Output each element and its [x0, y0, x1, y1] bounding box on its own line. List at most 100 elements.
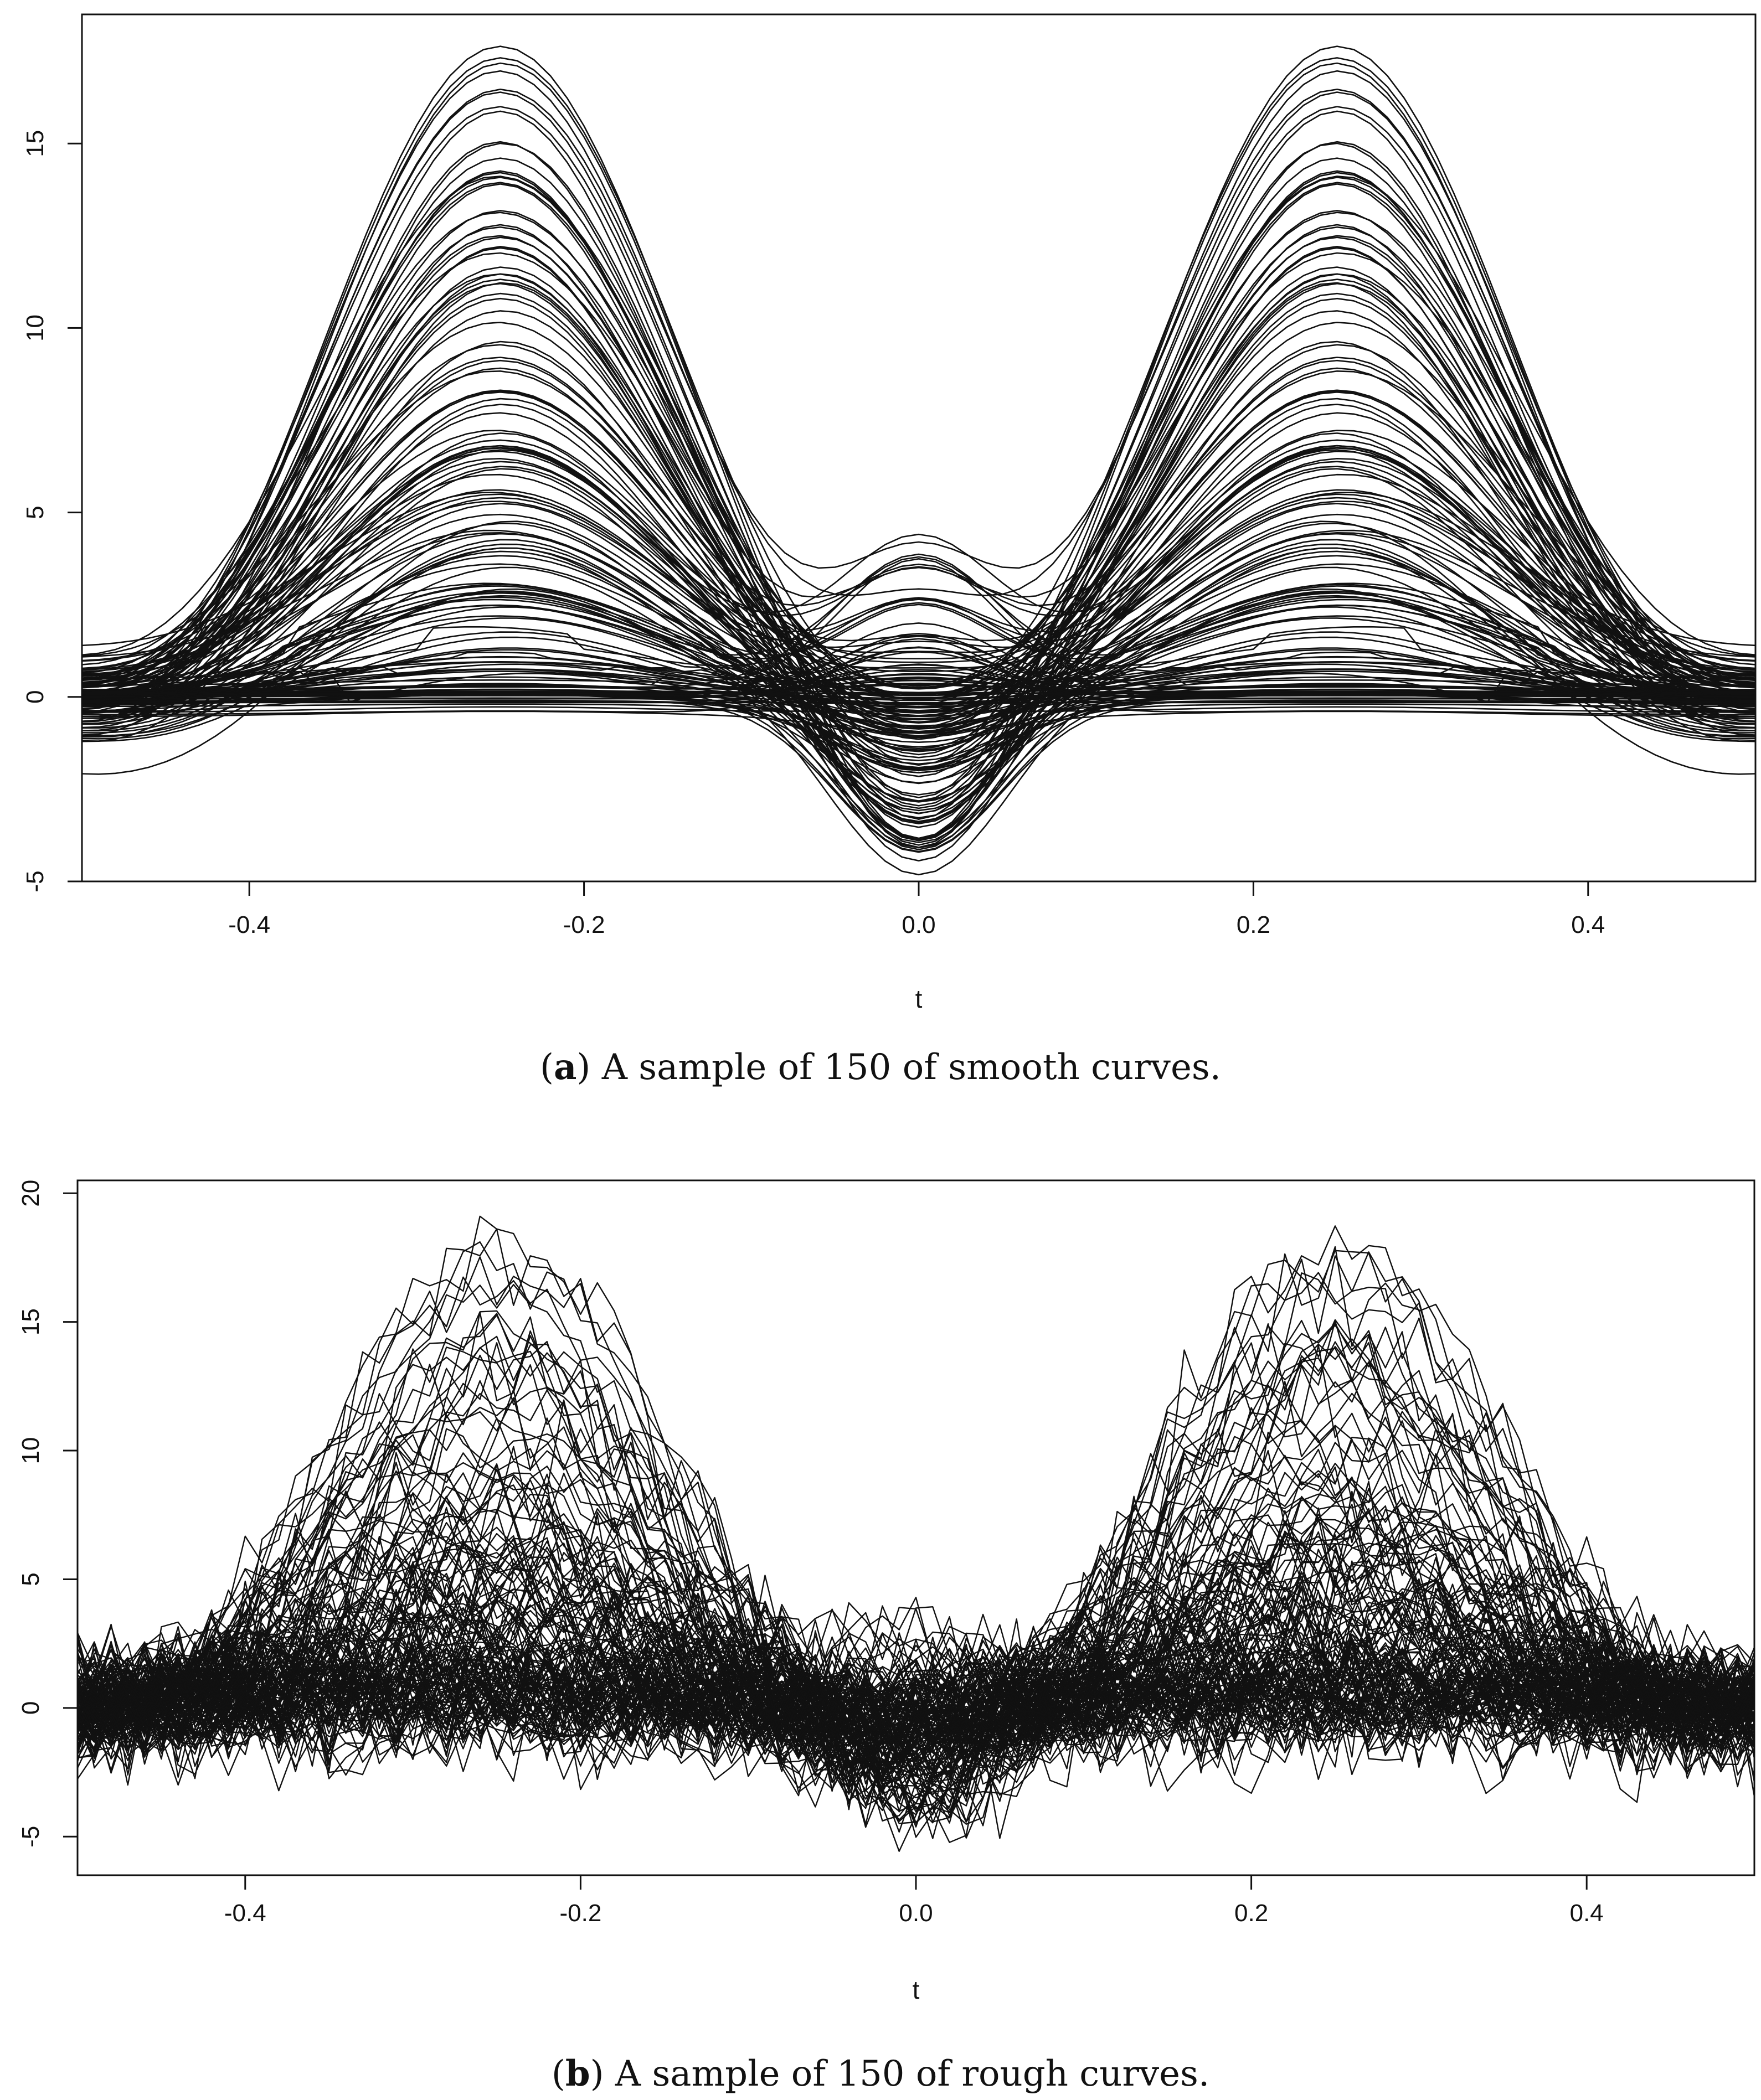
y-tick-label-b-4: 15: [17, 1308, 44, 1335]
x-tick-label-a-1: -0.2: [563, 911, 605, 938]
curve-b-149: [78, 1437, 1754, 1759]
curve-a-36: [82, 110, 1755, 690]
curve-a-142: [82, 649, 1755, 704]
curve-a-145: [82, 693, 1755, 802]
curve-b-139: [78, 1319, 1754, 1813]
curve-a-132: [82, 688, 1755, 765]
y-tick-label-b-3: 10: [17, 1437, 44, 1464]
curve-a-50: [82, 235, 1755, 756]
curve-b-143: [78, 1616, 1754, 1774]
curve-a-11: [82, 668, 1755, 709]
chart-a-svg: -0.4 -0.2 0.0 0.2 0.4 -5 0 5 10 15 t: [22, 13, 1757, 1013]
curves-group-a: [82, 45, 1755, 876]
curve-a-146: [82, 692, 1755, 695]
curve-a-48: [82, 340, 1755, 861]
x-tick-label-a-0: -0.4: [228, 911, 270, 938]
curve-a-39: [82, 615, 1755, 768]
caption-b-letter: b: [565, 2053, 590, 2094]
curve-a-105: [82, 446, 1755, 796]
curve-a-62: [82, 694, 1755, 727]
curve-a-94: [82, 669, 1755, 695]
curve-a-137: [82, 582, 1755, 752]
chart-b-svg: -0.4 -0.2 0.0 0.2 0.4 -5 0 5 10 15 20 t: [17, 1179, 1755, 2004]
y-tick-label-b-2: 5: [17, 1572, 44, 1586]
curve-a-81: [82, 661, 1755, 770]
curve-a-141: [82, 529, 1755, 708]
x-tick-label-b-3: 0.2: [1234, 1900, 1268, 1927]
curve-a-15: [82, 588, 1755, 876]
y-tick-label-b-1: 0: [17, 1701, 44, 1715]
curve-a-138: [82, 432, 1755, 720]
x-tick-label-b-2: 0.0: [899, 1900, 933, 1927]
curve-a-82: [82, 497, 1755, 696]
curve-b-146: [78, 1426, 1754, 1755]
curve-a-109: [82, 697, 1755, 784]
curve-a-8: [82, 590, 1755, 719]
curve-a-14: [82, 45, 1755, 766]
y-tick-label-a-0: -5: [22, 870, 49, 892]
curve-a-53: [82, 236, 1755, 704]
x-axis-label-b: t: [913, 1975, 920, 2004]
curves-group-b: [78, 1215, 1754, 1853]
x-tick-label-a-3: 0.2: [1237, 911, 1270, 938]
curve-b-128: [78, 1645, 1754, 1761]
curve-b-148: [78, 1634, 1754, 1749]
caption-b: (b) A sample of 150 of rough curves.: [551, 2053, 1210, 2094]
curve-a-150: [82, 656, 1755, 698]
curve-b-111: [78, 1241, 1754, 1731]
curve-b-103: [78, 1361, 1754, 1772]
curve-a-91: [82, 445, 1755, 684]
curve-b-13: [78, 1675, 1754, 1825]
curve-a-140: [82, 631, 1755, 704]
caption-a-text: ) A sample of 150 of smooth curves.: [576, 1047, 1222, 1088]
x-axis-label-a: t: [915, 984, 923, 1013]
curve-a-5: [82, 532, 1755, 823]
y-tick-label-a-3: 10: [22, 314, 49, 342]
y-tick-label-a-1: 0: [22, 690, 49, 704]
curve-a-104: [82, 604, 1755, 819]
x-tick-label-a-4: 0.4: [1571, 911, 1605, 938]
curve-b-140: [78, 1568, 1754, 1738]
curve-a-149: [82, 226, 1755, 723]
curve-a-85: [82, 57, 1755, 710]
curve-b-142: [78, 1682, 1754, 1794]
curve-a-44: [82, 503, 1755, 703]
curve-b-145: [78, 1490, 1754, 1743]
curve-a-117: [82, 292, 1755, 709]
curve-b-147: [78, 1619, 1754, 1766]
curve-b-124: [78, 1586, 1754, 1810]
curve-a-89: [82, 176, 1755, 820]
curve-a-124: [82, 449, 1755, 824]
caption-a-letter: a: [553, 1046, 577, 1088]
curve-a-64: [82, 106, 1755, 798]
curve-a-130: [82, 617, 1755, 823]
curve-b-130: [78, 1637, 1754, 1791]
curve-b-135: [78, 1668, 1754, 1786]
curve-a-115: [82, 501, 1755, 671]
curve-a-134: [82, 273, 1755, 841]
curve-a-12: [82, 592, 1755, 698]
curve-a-133: [82, 252, 1755, 687]
curve-a-55: [82, 183, 1755, 807]
curve-a-122: [82, 550, 1755, 751]
curve-a-101: [82, 513, 1755, 850]
chart-panel-b: -0.4 -0.2 0.0 0.2 0.4 -5 0 5 10 15 20 t (b) A sampl…: [0, 1157, 1761, 2100]
curve-a-28: [82, 493, 1755, 759]
curve-a-6: [82, 344, 1755, 683]
curve-a-59: [82, 359, 1755, 697]
curve-a-100: [82, 622, 1755, 698]
curve-a-90: [82, 556, 1755, 694]
curve-a-148: [82, 668, 1755, 761]
chart-panel-a: -0.4 -0.2 0.0 0.2 0.4 -5 0 5 10 15 t (a) A sample …: [22, 13, 1757, 1088]
curve-b-126: [78, 1310, 1754, 1751]
curve-a-106: [82, 563, 1755, 694]
curve-b-101: [78, 1504, 1754, 1798]
y-tick-label-b-0: -5: [17, 1826, 44, 1848]
curve-a-147: [82, 157, 1755, 848]
curve-a-45: [82, 450, 1755, 676]
curve-a-112: [82, 520, 1755, 775]
curve-a-126: [82, 598, 1755, 814]
y-tick-label-b-5: 20: [17, 1180, 44, 1207]
curve-b-150: [78, 1330, 1754, 1735]
curve-a-127: [82, 636, 1755, 704]
